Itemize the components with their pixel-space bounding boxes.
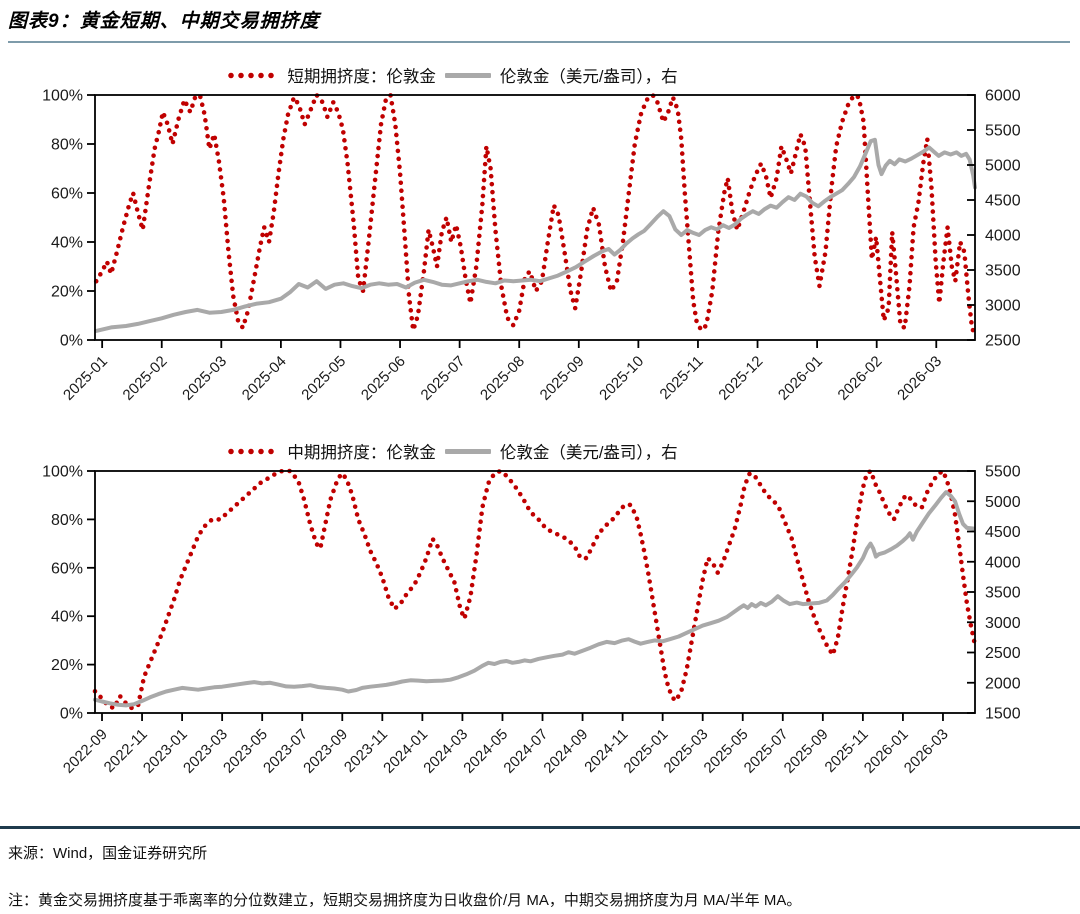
dotted-red-line-swatch-icon: [226, 71, 279, 79]
x-axis-label: 2025-12: [715, 353, 766, 404]
right-axis-label: 2500: [985, 645, 1021, 662]
page-title: 图表9：黄金短期、中期交易拥挤度: [8, 11, 320, 32]
legend-label-short-congestion: 短期拥挤度：伦敦金: [287, 68, 436, 86]
x-axis-label: 2025-09: [781, 726, 832, 777]
gray-line-swatch-icon: [444, 448, 491, 454]
legend-label-gold-price: 伦敦金（美元/盎司），右: [499, 68, 678, 86]
legend-short-term: 短期拥挤度：伦敦金 伦敦金（美元/盎司），右: [226, 63, 678, 87]
x-axis-label: 2023-09: [300, 726, 351, 777]
left-axis-label: 0%: [60, 333, 83, 350]
x-axis-label: 2024-09: [540, 726, 591, 777]
note-text: 注：黄金交易拥挤度基于乖离率的分位数建立，短期交易拥挤度为日收盘价/月 MA，中…: [8, 892, 802, 909]
x-axis-label: 2022-09: [60, 726, 111, 777]
congestion-series: [93, 90, 978, 338]
right-axis-label: 4000: [985, 228, 1021, 245]
right-axis-label: 4500: [985, 524, 1021, 541]
right-axis-label: 1500: [985, 706, 1021, 723]
plot-border: [94, 94, 976, 341]
plot-border: [94, 470, 976, 714]
short-term-congestion-chart: 0% 20% 40% 60% 80% 100% 2500 3000 3500 4000 4500 50…: [42, 89, 1021, 404]
left-axis-label: 20%: [51, 284, 83, 301]
left-axis-label: 40%: [51, 235, 83, 252]
x-axis-label: 2025-02: [120, 353, 171, 404]
x-axis-label: 2025-10: [596, 353, 647, 404]
left-axis-label: 20%: [51, 657, 83, 674]
legend-label-medium-congestion: 中期拥挤度：伦敦金: [287, 444, 436, 462]
right-axis-label: 6000: [985, 89, 1021, 105]
gray-line-swatch-icon: [444, 72, 491, 78]
x-axis-label: 2025-03: [179, 353, 230, 404]
left-axis-label: 100%: [42, 465, 83, 481]
x-axis-label: 2025-11: [657, 353, 707, 403]
x-axis-label: 2025-01: [60, 353, 111, 404]
x-axis-label: 2025-05: [298, 353, 349, 404]
left-axis-label: 80%: [51, 137, 83, 154]
gold-price-series: [93, 490, 975, 708]
x-axis-label: 2026-02: [835, 353, 886, 404]
right-axis-label: 2500: [985, 333, 1021, 350]
left-axis-label: 40%: [51, 609, 83, 626]
x-axis-label: 2026-03: [901, 726, 952, 777]
left-axis-label: 100%: [42, 89, 83, 105]
x-axis-label: 2026-01: [775, 353, 826, 404]
x-axis-label: 2025-09: [537, 353, 588, 404]
footer-divider: [0, 826, 1080, 829]
x-axis-label: 2025-06: [358, 353, 409, 404]
congestion-series: [92, 467, 978, 712]
legend-medium-term: 中期拥挤度：伦敦金 伦敦金（美元/盎司），右: [226, 439, 678, 463]
x-axis-label: 2026-03: [894, 353, 945, 404]
source-text: 来源：Wind，国金证券研究所: [8, 845, 208, 862]
right-axis-label: 5500: [985, 123, 1021, 140]
right-axis-label: 2000: [985, 675, 1021, 692]
title-divider: [8, 41, 1070, 43]
right-axis-label: 4500: [985, 193, 1021, 210]
right-axis-label: 5500: [985, 465, 1021, 481]
left-axis-label: 60%: [51, 560, 83, 577]
gold-price-series: [94, 137, 977, 333]
x-axis-label: 2025-04: [239, 353, 290, 404]
right-axis-label: 3500: [985, 585, 1021, 602]
right-axis-label: 4000: [985, 554, 1021, 571]
left-axis-label: 80%: [51, 512, 83, 529]
x-axis-label: 2025-08: [477, 353, 528, 404]
right-axis-label: 3000: [985, 298, 1021, 315]
left-axis-label: 0%: [60, 706, 83, 723]
left-axis-label: 60%: [51, 186, 83, 203]
figure-footer: 来源：Wind，国金证券研究所 注：黄金交易拥挤度基于乖离率的分位数建立，短期交…: [0, 826, 1080, 910]
figure-header: 图表9：黄金短期、中期交易拥挤度: [0, 0, 1080, 43]
medium-term-congestion-chart: 0% 20% 40% 60% 80% 100% 1500 2000 2500 3000 3500 40…: [42, 465, 1021, 777]
right-axis-label: 3000: [985, 615, 1021, 632]
right-axis-label: 5000: [985, 158, 1021, 175]
x-axis-label: 2025-07: [418, 353, 469, 404]
dotted-red-line-swatch-icon: [226, 447, 279, 455]
right-axis-label: 3500: [985, 263, 1021, 280]
legend-label-gold-price: 伦敦金（美元/盎司），右: [499, 444, 678, 462]
right-axis-label: 5000: [985, 494, 1021, 511]
